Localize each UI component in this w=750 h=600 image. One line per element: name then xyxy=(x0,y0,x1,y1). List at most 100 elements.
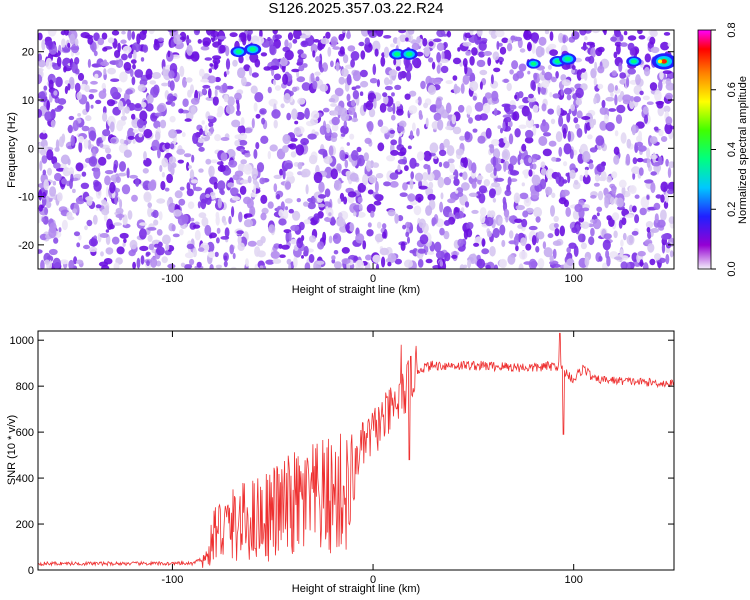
spectrogram-blob xyxy=(469,30,474,36)
spectrogram-blob xyxy=(152,209,159,219)
spectrogram-blob xyxy=(238,139,248,146)
spectrogram-blob xyxy=(214,88,218,98)
spectrogram-blob xyxy=(408,105,418,114)
spectrogram-blob xyxy=(615,114,623,124)
spectrogram-blob xyxy=(225,45,230,57)
spectrogram-blob xyxy=(282,73,289,85)
spectrogram-blob xyxy=(502,114,512,118)
spectrogram-blob xyxy=(88,93,95,100)
spectrogram-blob xyxy=(405,70,412,82)
spectrogram-blob xyxy=(286,258,292,265)
spectrogram-blob xyxy=(143,151,147,161)
spectrogram-blob xyxy=(656,101,664,109)
spectrogram-blob xyxy=(433,38,442,43)
spectrogram-blob xyxy=(219,44,226,54)
spectrogram-blob xyxy=(583,71,588,81)
spectrogram-blob xyxy=(256,239,264,247)
spectrogram-blob xyxy=(598,255,603,262)
spectrogram-blob xyxy=(566,94,572,101)
spectrogram-blob xyxy=(563,143,572,155)
spectrogram-blob xyxy=(581,221,590,229)
spectrogram-frame xyxy=(37,29,675,270)
spectrogram-blob xyxy=(122,45,132,54)
spectrogram-blob xyxy=(465,105,473,115)
spectrogram-blob xyxy=(224,227,230,238)
spectrogram-blob xyxy=(84,225,88,231)
spectrogram-blob xyxy=(100,61,110,67)
spectrogram-blob xyxy=(618,179,627,188)
spectrogram-blob xyxy=(234,92,242,101)
spectrogram-blob xyxy=(372,162,380,168)
spectrogram-blob xyxy=(411,58,418,66)
spectrogram-blob xyxy=(491,90,499,102)
spectrogram-blob xyxy=(68,259,75,269)
spectrogram-blob xyxy=(597,83,604,90)
spectrogram-blob xyxy=(330,60,334,68)
spectrogram-blob xyxy=(172,233,180,238)
spectrogram-blob xyxy=(278,218,287,226)
spectrogram-blob xyxy=(287,32,294,41)
spectrogram-blob xyxy=(93,181,102,192)
spectrogram-blob xyxy=(608,108,617,112)
spectrogram-blob xyxy=(107,37,115,44)
spectrogram-blob xyxy=(182,98,189,107)
spectrogram-blob xyxy=(139,245,149,252)
spectrogram-blob xyxy=(634,214,640,224)
spectrogram-blob xyxy=(307,133,317,140)
spectrogram-blob xyxy=(528,225,538,231)
spectrogram-blob xyxy=(376,221,382,229)
spectrogram-blob xyxy=(88,238,98,247)
spectrogram-blob xyxy=(661,233,669,240)
spectrogram-blob xyxy=(542,241,547,250)
spectrogram-blob xyxy=(631,230,639,236)
spectrogram-blob xyxy=(647,243,655,253)
spectrogram-blob xyxy=(320,37,330,45)
spectrogram-blob xyxy=(282,145,289,153)
spectrogram-blob xyxy=(74,38,79,46)
spectrogram-blob xyxy=(130,59,137,64)
spectrogram-blob xyxy=(105,229,110,233)
spectrogram-blob xyxy=(99,233,109,238)
spectrogram-blob xyxy=(531,153,539,159)
spectrogram-blob xyxy=(48,79,54,90)
spectrogram-blob xyxy=(613,51,618,59)
spectrogram-blob xyxy=(373,200,382,206)
spectrogram-blob xyxy=(485,216,494,227)
spectrogram-blob xyxy=(103,68,107,76)
spectrogram-blob xyxy=(536,231,545,240)
spectrogram-blob xyxy=(494,177,505,182)
spectrogram-blob xyxy=(597,65,605,74)
spectrogram-blob xyxy=(197,138,205,144)
spectrogram-blob xyxy=(308,254,315,263)
spectrogram-blob xyxy=(359,91,364,96)
spectrogram-blob xyxy=(523,172,529,179)
spectrogram-blob xyxy=(580,83,588,91)
spectrogram-blob xyxy=(285,171,294,178)
spectrogram-blob xyxy=(481,248,490,255)
spectrogram-blob xyxy=(229,244,234,255)
spectrogram-blob xyxy=(561,79,571,87)
spectrogram-blob xyxy=(567,130,571,143)
spectrogram-blob xyxy=(350,59,355,68)
spectrogram-blob xyxy=(273,183,278,193)
spectrogram-blob xyxy=(67,124,73,134)
spectrogram-blob xyxy=(38,212,41,224)
spectrogram-blob xyxy=(147,207,153,218)
spectrogram-blob xyxy=(662,70,672,74)
spectrogram-blob xyxy=(393,58,397,66)
spectrogram-blob xyxy=(566,258,575,266)
colorbar-tick-label: 0.4 xyxy=(726,142,738,157)
spectrogram-blob xyxy=(602,262,608,269)
spectrogram-blob xyxy=(317,241,325,250)
spectrogram-blob xyxy=(70,173,74,183)
spectrogram-blob xyxy=(330,36,338,46)
spectrogram-blob xyxy=(106,153,112,160)
spectrogram-blob xyxy=(239,185,247,195)
spectrogram-blob xyxy=(531,235,537,246)
spectrogram-blob xyxy=(104,170,114,175)
spectrogram-blob xyxy=(267,201,274,209)
spectrogram-blob xyxy=(508,230,514,239)
spectrogram-blob xyxy=(405,221,411,228)
spectrogram-hotspots xyxy=(230,43,674,70)
spectrogram-blob xyxy=(580,242,588,250)
